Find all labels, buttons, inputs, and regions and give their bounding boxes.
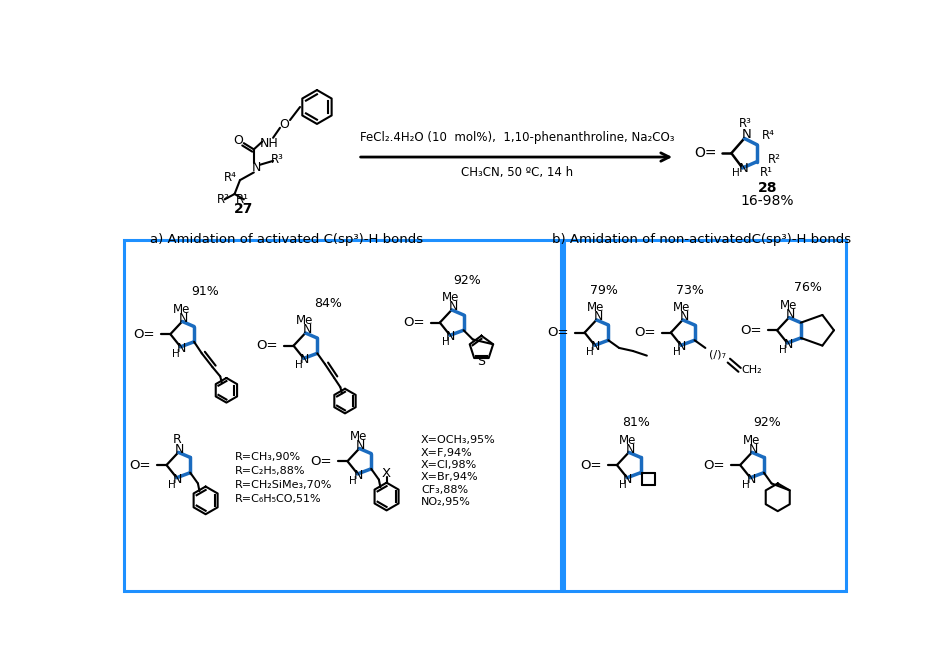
Text: R⁴: R⁴	[762, 129, 775, 142]
Text: H: H	[168, 480, 176, 490]
Text: Me: Me	[743, 434, 760, 446]
Text: CH₃CN, 50 ºC, 14 h: CH₃CN, 50 ºC, 14 h	[461, 166, 573, 179]
Text: R: R	[173, 433, 182, 446]
Text: b) Amidation of non-activatedC(sp³)-H bonds: b) Amidation of non-activatedC(sp³)-H bo…	[552, 233, 851, 246]
Text: H: H	[349, 476, 357, 486]
Text: Me: Me	[296, 314, 313, 327]
Text: 28: 28	[758, 181, 778, 195]
Text: N: N	[175, 443, 184, 456]
Text: Me: Me	[443, 291, 460, 304]
Text: R=C₂H₅,88%: R=C₂H₅,88%	[235, 466, 305, 476]
Text: O=: O=	[256, 340, 278, 352]
Text: N: N	[783, 338, 793, 351]
Text: N: N	[300, 354, 309, 366]
Text: 91%: 91%	[191, 285, 219, 298]
Text: X=Br,94%: X=Br,94%	[421, 472, 479, 482]
Text: H: H	[172, 349, 180, 359]
Text: N: N	[252, 161, 261, 174]
Text: Me: Me	[620, 434, 637, 446]
Text: CH₂: CH₂	[742, 366, 762, 376]
Text: O=: O=	[310, 455, 332, 468]
Text: N: N	[677, 340, 687, 354]
FancyBboxPatch shape	[564, 240, 846, 590]
Text: Me: Me	[674, 301, 691, 314]
Text: R²: R²	[218, 193, 230, 206]
Text: H: H	[295, 360, 303, 370]
Text: R²: R²	[768, 153, 780, 167]
Text: 92%: 92%	[754, 416, 781, 429]
Text: O=: O=	[634, 326, 656, 339]
Text: N: N	[591, 340, 601, 354]
Text: R¹: R¹	[760, 166, 773, 179]
Text: N: N	[739, 162, 748, 175]
Text: 73%: 73%	[676, 283, 705, 297]
Text: 27: 27	[234, 201, 254, 215]
Text: 76%: 76%	[795, 281, 822, 294]
Text: R=C₆H₅CO,51%: R=C₆H₅CO,51%	[235, 494, 322, 504]
Text: O=: O=	[548, 326, 569, 339]
Text: R³: R³	[272, 153, 284, 166]
Text: Me: Me	[173, 303, 190, 315]
Text: S: S	[478, 355, 485, 368]
Text: N: N	[177, 342, 186, 355]
Text: O=: O=	[130, 458, 151, 472]
Text: O=: O=	[133, 327, 155, 341]
Text: O=: O=	[403, 316, 425, 329]
Text: N: N	[623, 473, 633, 486]
Text: NO₂,95%: NO₂,95%	[421, 497, 471, 507]
Text: 92%: 92%	[453, 273, 481, 287]
Text: N: N	[173, 473, 183, 486]
Text: O=: O=	[740, 323, 762, 337]
Text: N: N	[447, 330, 455, 344]
Text: H: H	[742, 480, 749, 490]
Text: CF₃,88%: CF₃,88%	[421, 485, 468, 495]
Text: R=CH₂SiMe₃,70%: R=CH₂SiMe₃,70%	[235, 480, 332, 490]
Text: 79%: 79%	[590, 283, 618, 297]
Text: X: X	[382, 467, 391, 480]
Text: O=: O=	[694, 146, 717, 160]
Text: Me: Me	[780, 299, 797, 311]
Text: R³: R³	[739, 117, 751, 130]
Text: FeCl₂.4H₂O (10  mol%),  1,10-phenanthroline, Na₂CO₃: FeCl₂.4H₂O (10 mol%), 1,10-phenanthrolin…	[359, 131, 674, 144]
Text: N: N	[625, 443, 635, 456]
Text: N: N	[679, 310, 689, 323]
Text: N: N	[593, 310, 603, 323]
Text: N: N	[749, 443, 759, 456]
Text: 81%: 81%	[622, 416, 651, 429]
Text: N: N	[179, 312, 188, 325]
Text: O=: O=	[580, 458, 602, 472]
Text: H: H	[619, 480, 626, 490]
Text: N: N	[786, 308, 796, 321]
Text: H: H	[587, 348, 594, 358]
Text: NH: NH	[260, 137, 279, 149]
Text: 84%: 84%	[315, 297, 342, 310]
Text: H: H	[442, 338, 449, 348]
Text: X=F,94%: X=F,94%	[421, 448, 473, 458]
Text: R⁴: R⁴	[224, 171, 237, 184]
Text: N: N	[303, 323, 311, 336]
Text: O=: O=	[703, 458, 725, 472]
Text: N: N	[448, 300, 458, 313]
Text: H: H	[732, 168, 740, 178]
Text: X=Cl,98%: X=Cl,98%	[421, 460, 477, 470]
Text: (/)₇: (/)₇	[710, 349, 727, 359]
Text: O: O	[234, 133, 243, 147]
Text: Me: Me	[587, 301, 604, 314]
Text: R¹: R¹	[236, 193, 249, 206]
Text: X=OCH₃,95%: X=OCH₃,95%	[421, 436, 496, 446]
Text: O: O	[280, 118, 289, 131]
Text: R=CH₃,90%: R=CH₃,90%	[235, 452, 301, 462]
Text: N: N	[746, 473, 756, 486]
Text: H: H	[673, 348, 680, 358]
Text: a) Amidation of activated C(sp³)-H bonds: a) Amidation of activated C(sp³)-H bonds	[149, 233, 423, 246]
Text: N: N	[356, 439, 365, 452]
Text: 16-98%: 16-98%	[741, 194, 794, 208]
Text: N: N	[742, 128, 751, 141]
Text: H: H	[779, 345, 786, 355]
Text: Me: Me	[350, 430, 367, 443]
FancyBboxPatch shape	[124, 240, 561, 590]
Text: N: N	[354, 469, 363, 482]
